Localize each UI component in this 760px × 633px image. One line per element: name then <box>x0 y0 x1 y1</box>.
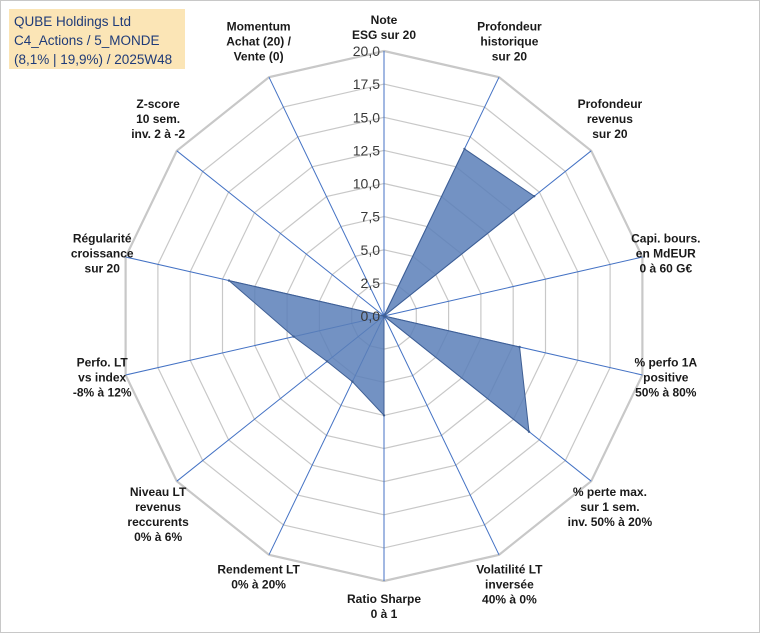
axis-label-line: vs index <box>78 371 126 385</box>
axis-label-line: Note <box>371 13 398 27</box>
axis-label-line: historique <box>480 35 538 49</box>
axis-label: Profondeur historique sur 20 <box>477 20 542 64</box>
axis-label-line: sur 20 <box>492 50 528 64</box>
axis-label-line: positive <box>643 371 689 385</box>
axis-label-line: Vente (0) <box>234 50 284 64</box>
axis-label-line: 40% à 0% <box>482 592 537 606</box>
data-point <box>518 345 521 349</box>
tick-label: 20,0 <box>353 43 380 59</box>
data-point <box>382 414 386 417</box>
axis-label-line: Perfo. LT <box>77 356 129 370</box>
axis-label-line: Z-score <box>136 97 180 111</box>
axis-label-line: 10 sem. <box>136 112 180 126</box>
axis-spoke <box>383 256 643 317</box>
axis-label-line: 50% à 80% <box>635 386 697 400</box>
axis-label-line: Niveau LT <box>130 485 187 499</box>
axis-label: % perte max. sur 1 sem. inv. 50% à 20% <box>568 485 653 529</box>
axis-spoke <box>383 315 500 556</box>
axis-label-line: Momentum <box>227 20 291 34</box>
axis-label-line: sur 20 <box>592 127 628 141</box>
axis-label-line: Volatilité LT <box>476 562 543 576</box>
tick-label: 12,5 <box>353 142 380 158</box>
axis-label-line: inversée <box>485 577 534 591</box>
axis-label: Profondeur revenus sur 20 <box>578 97 643 141</box>
axis-label-line: Ratio Sharpe <box>347 592 421 606</box>
stats-label: (8,1% | 19,9%) / 2025W48 <box>14 52 173 67</box>
data-point <box>533 195 536 198</box>
tick-label: 15,0 <box>353 109 380 125</box>
data-point <box>292 335 295 338</box>
company-name: QUBE Holdings Ltd <box>14 14 132 29</box>
axis-label: Niveau LT revenus reccurents 0% à 6% <box>127 485 189 544</box>
axis-label-line: Profondeur <box>477 20 542 34</box>
axis-label-line: 0% à 20% <box>231 577 286 591</box>
axis-label-line: Régularité <box>73 231 132 245</box>
data-point <box>382 314 386 318</box>
tick-label: 0,0 <box>361 308 381 324</box>
axis-label-line: revenus <box>135 500 181 514</box>
axis-label-line: en MdEUR <box>636 246 696 260</box>
axis-label: Momentum Achat (20) / Vente (0) <box>226 20 291 64</box>
data-point <box>527 430 531 433</box>
tick-label: 5,0 <box>361 242 381 258</box>
axis-label-line: inv. 50% à 20% <box>568 515 653 529</box>
axis-label-line: reccurents <box>127 515 189 529</box>
axis-label-line: Profondeur <box>578 97 643 111</box>
tick-label: 7,5 <box>361 209 381 225</box>
axis-label: Ratio Sharpe 0 à 1 <box>347 592 421 621</box>
tick-label: 10,0 <box>353 176 380 192</box>
axis-label-line: % perfo 1A <box>634 356 697 370</box>
axis-label: Perfo. LT vs index -8% à 12% <box>73 356 132 400</box>
axis-label-line: 0% à 6% <box>134 530 182 544</box>
axis-label-line: sur 20 <box>85 261 121 275</box>
axis-label-line: inv. 2 à -2 <box>131 127 185 141</box>
data-point <box>227 279 231 282</box>
axis-label-line: Rendement LT <box>217 562 300 576</box>
axis-label-line: sur 1 sem. <box>580 500 639 514</box>
data-area <box>228 148 536 433</box>
axis-label-line: -8% à 12% <box>73 386 132 400</box>
axis-label-line: Achat (20) / <box>226 35 291 49</box>
axis-label: % perfo 1A positive 50% à 80% <box>634 356 697 400</box>
tick-label: 2,5 <box>361 275 381 291</box>
axis-label: Régularité croissance sur 20 <box>71 231 134 275</box>
axis-label: Z-score 10 sem. inv. 2 à -2 <box>131 97 185 141</box>
axis-spoke <box>176 150 385 317</box>
title-box: QUBE Holdings Ltd C4_Actions / 5_MONDE (… <box>9 9 185 69</box>
axis-label: Note ESG sur 20 <box>352 13 416 42</box>
axis-label-line: ESG sur 20 <box>352 28 416 42</box>
axis-label-line: 0 à 60 G€ <box>639 261 692 275</box>
axis-label-line: % perte max. <box>573 485 647 499</box>
axis-label-line: revenus <box>587 112 633 126</box>
axis-label: Volatilité LT inversée 40% à 0% <box>476 562 543 606</box>
data-point <box>463 147 466 151</box>
data-point <box>351 380 354 383</box>
axis-label-line: croissance <box>71 246 134 260</box>
axis-spoke <box>268 76 385 317</box>
axis-label: Rendement LT 0% à 20% <box>217 562 300 591</box>
data-point <box>325 360 329 363</box>
axis-label-line: Capi. bours. <box>631 231 700 245</box>
tick-label: 17,5 <box>353 76 380 92</box>
portfolio-label: C4_Actions / 5_MONDE <box>14 33 160 48</box>
axis-label-line: 0 à 1 <box>371 607 398 621</box>
axis-label: Capi. bours. en MdEUR 0 à 60 G€ <box>631 231 700 275</box>
